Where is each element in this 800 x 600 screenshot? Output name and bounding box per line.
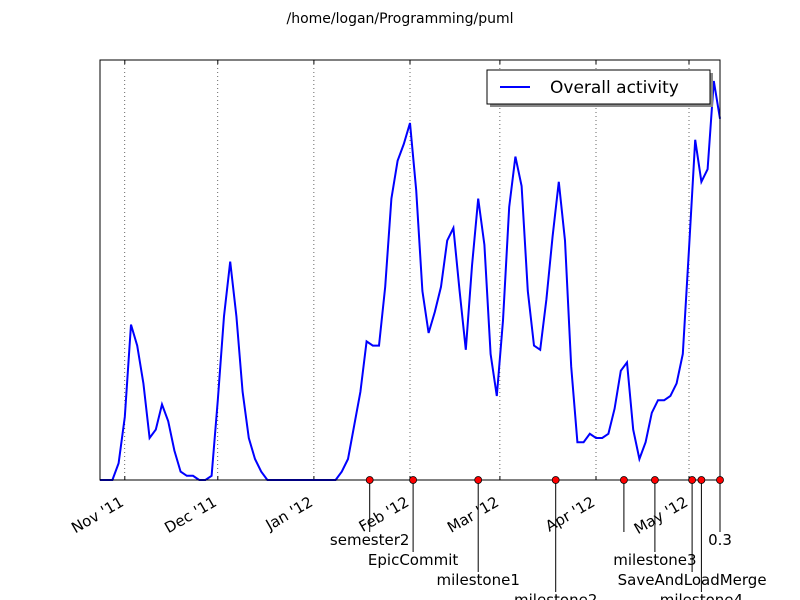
chart-title: /home/logan/Programming/puml	[287, 11, 514, 27]
annotation-marker	[551, 476, 560, 484]
annotation-label: milestone4	[660, 591, 743, 600]
legend: Overall activity	[486, 69, 713, 107]
x-tick-label: May '12	[631, 493, 691, 538]
x-tick-label: Nov '11	[68, 493, 127, 537]
annotation-marker	[474, 476, 483, 484]
x-tick-label: Mar '12	[444, 493, 502, 537]
annotation-marker	[409, 476, 418, 484]
annotation-label: milestone1	[437, 571, 520, 589]
annotation-label: EpicCommit	[368, 551, 458, 569]
x-tick-label: Apr '12	[542, 493, 598, 536]
annotation-label: 0.3	[708, 531, 732, 549]
annotation-label: SaveAndLoadMerge	[618, 571, 767, 589]
annotation-label: milestone2	[514, 591, 597, 600]
annotation-marker	[697, 476, 706, 484]
annotation-label: semester2	[330, 531, 410, 549]
annotation-marker	[688, 476, 696, 484]
annotation-marker	[716, 476, 724, 484]
x-tick-label: Dec '11	[161, 493, 219, 537]
x-tick-label: Jan '12	[262, 493, 316, 535]
annotation-marker	[651, 476, 659, 484]
legend-label: Overall activity	[550, 78, 679, 98]
x-tick-label: Feb '12	[356, 493, 412, 536]
annotation-marker	[365, 476, 374, 484]
annotation-label: milestone3	[613, 551, 696, 569]
annotation-marker	[620, 476, 628, 484]
